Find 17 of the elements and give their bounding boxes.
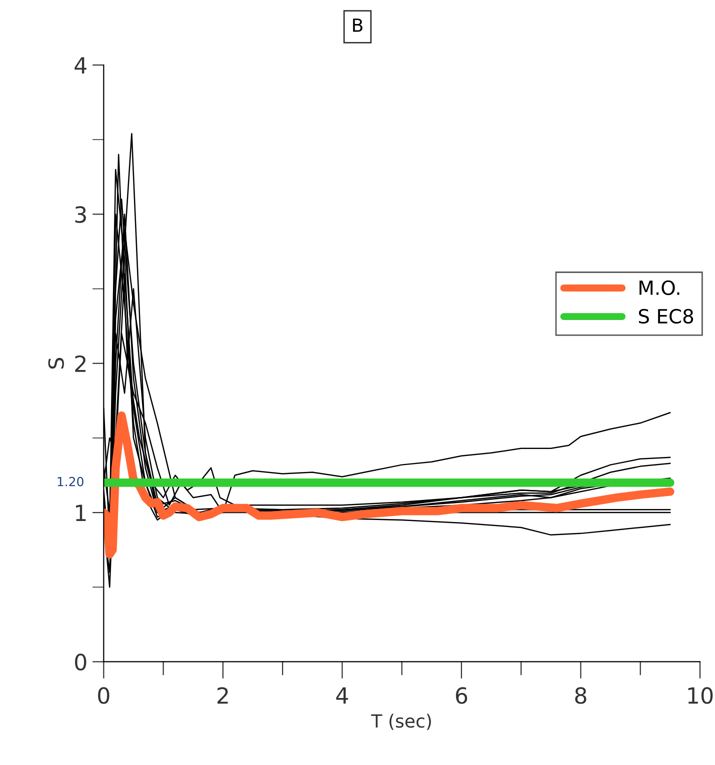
x-tick-label: 10 <box>688 687 713 704</box>
x-tick-label: 8 <box>575 687 586 704</box>
legend-label: S EC8 <box>638 308 694 324</box>
y-tick-label: 2 <box>75 355 86 372</box>
legend-label: M.O. <box>640 280 680 296</box>
x-tick-label: 6 <box>456 687 468 704</box>
y-tick-label: 4 <box>74 57 86 74</box>
y-tick-label: 0 <box>75 654 86 670</box>
y-tick-label: 1 <box>76 504 86 521</box>
x-tick-label: 2 <box>217 687 228 704</box>
x-tick-label: 4 <box>336 687 348 704</box>
annotation: 1.20 <box>58 476 84 486</box>
x-axis-title: T (sec) <box>371 714 431 730</box>
y-tick-label: 3 <box>75 206 86 223</box>
chart-title: B <box>353 18 362 32</box>
x-tick-label: 0 <box>98 687 110 704</box>
y-axis-title: S <box>48 358 64 369</box>
